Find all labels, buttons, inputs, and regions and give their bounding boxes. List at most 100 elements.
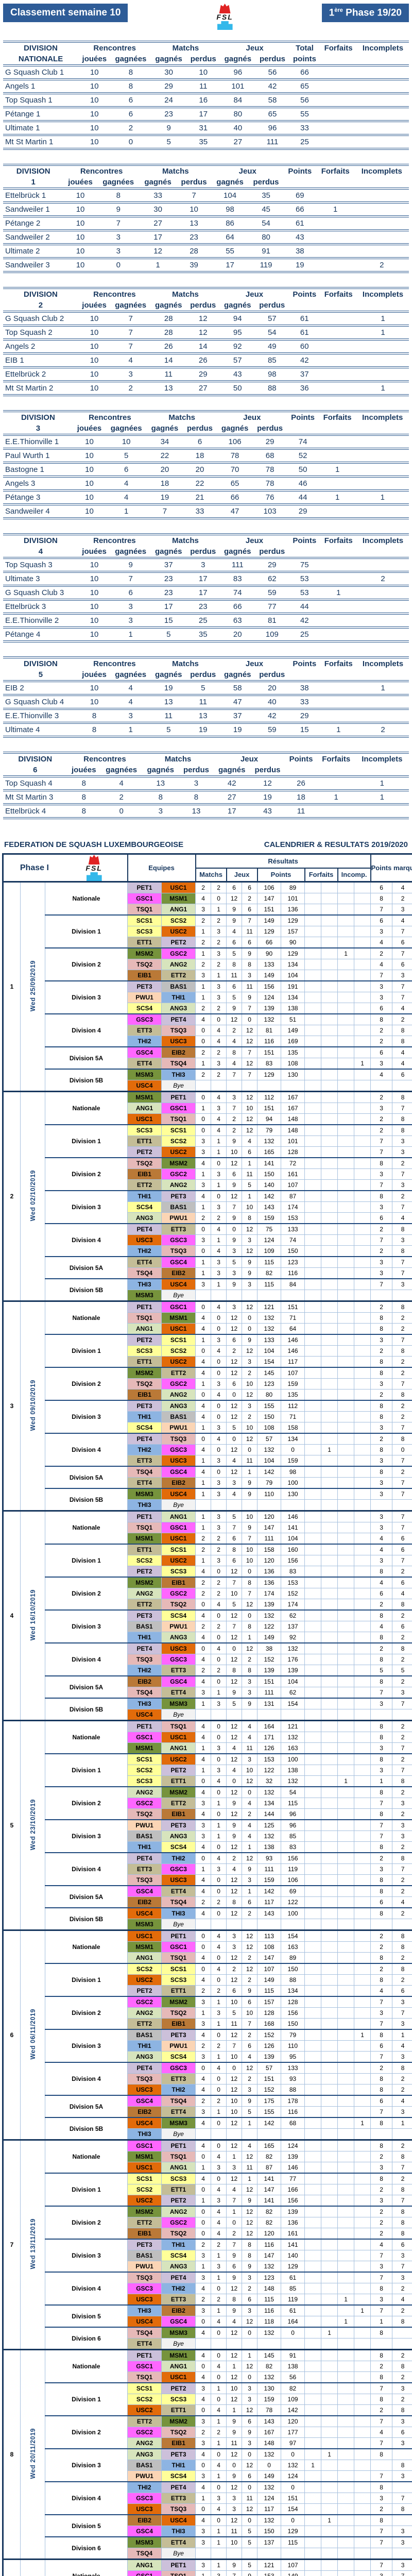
result-cell: 0 [195, 2404, 212, 2416]
result-cell: 0 [211, 1720, 227, 1732]
result-cell [321, 2415, 338, 2427]
result-cell: 9 [226, 1136, 243, 1147]
team-name-cell: Angels 1 [3, 78, 79, 93]
points-marques-cell: 4 [370, 1069, 393, 1080]
stat-cell: 23 [150, 585, 186, 600]
result-cell: 0 [226, 1433, 243, 1445]
points-marques-cell: 4 [370, 2239, 393, 2250]
points-marques-cell: 5 [370, 1665, 393, 1676]
col-points: Points [288, 167, 312, 176]
points-marques-cell: 7 [392, 1522, 412, 1533]
week-number: 1 [3, 881, 21, 1092]
result-cell: 2 [211, 2427, 227, 2438]
result-cell [304, 1885, 322, 1897]
result-cell [321, 1389, 338, 1401]
result-cell [304, 1345, 322, 1357]
team2-cell: SCS4 [161, 2470, 196, 2482]
col-jouees: jouées [82, 670, 107, 679]
result-cell: 2 [195, 1212, 212, 1224]
result-cell: 7 [242, 1046, 258, 1058]
stat-cell: 78 [217, 448, 253, 463]
result-cell [337, 1300, 355, 1313]
col-perdus: perdus [254, 766, 281, 774]
result-cell: 0 [195, 2228, 212, 2240]
result-cell: 4 [211, 1036, 227, 1047]
stat-cell: 43 [250, 803, 285, 818]
result-cell [321, 2526, 338, 2537]
result-cell: 149 [257, 1632, 282, 1643]
result-cell [337, 2371, 355, 2383]
stat-cell: 23 [176, 229, 212, 244]
result-cell: 6 [242, 2415, 258, 2427]
result-cell: 104 [281, 1533, 305, 1545]
result-cell [354, 2570, 371, 2576]
team1-cell: TSQ3 [127, 1654, 162, 1665]
result-cell [354, 2239, 371, 2250]
result-cell [337, 2448, 355, 2460]
points-marques-cell: 7 [370, 970, 393, 981]
result-cell: 79 [281, 2029, 305, 2041]
result-cell [321, 2007, 338, 2019]
result-cell: 0 [211, 1808, 227, 1820]
stat-cell: 19 [186, 722, 220, 737]
match-row: TSQ2 ANG2 2 2 8 8 133 134 4 6 [3, 959, 412, 970]
result-cell: 93 [281, 2073, 305, 2084]
team1-cell: ETT2 [127, 2018, 162, 2030]
result-cell: 2 [211, 1003, 227, 1014]
week-date: Wed 25/09/2019 [20, 881, 45, 1092]
result-cell [304, 1709, 322, 1721]
points-marques-cell: 8 [392, 1091, 412, 1103]
result-cell: 2 [242, 1907, 258, 1919]
division-label: DIVISION [24, 44, 58, 53]
result-cell: 151 [257, 904, 282, 916]
result-cell [304, 1609, 322, 1621]
stat-cell: 0 [97, 257, 140, 272]
stat-cell: 13 [176, 215, 212, 230]
team2-cell: PET4 [161, 2272, 196, 2283]
points-marques-cell: 8 [392, 1852, 412, 1864]
match-row: Division 5 THI3 EIB2 3 1 9 3 116 61 1 7 2 [3, 2304, 412, 2328]
points-marques-cell: 7 [370, 2558, 393, 2571]
team1-cell: PET3 [127, 1400, 162, 1412]
stat-cell: 4 [110, 694, 151, 709]
result-cell: 166 [281, 2184, 305, 2195]
stat-cell: 6 [182, 434, 217, 449]
result-cell [304, 1201, 322, 1213]
result-cell: 3 [226, 1245, 243, 1257]
result-cell: 8 [226, 959, 243, 970]
stat-cell: 34 [147, 434, 183, 449]
result-cell [354, 926, 371, 937]
result-cell: 142 [257, 1885, 282, 1897]
result-cell: 8 [242, 1212, 258, 1224]
points-marques-cell: 8 [370, 1885, 393, 1897]
stat-cell: 53 [289, 571, 320, 586]
points-marques-cell: 2 [392, 1675, 412, 1687]
result-cell: 12 [226, 1732, 243, 1743]
match-row: TSQ1 GSC1 1 3 7 9 147 141 3 7 [3, 1522, 412, 1533]
standings-row: Paul Wurth 1 10 5 22 18 78 68 52 [3, 448, 409, 463]
result-cell [242, 1080, 258, 1092]
result-cell [337, 1687, 355, 1699]
result-cell [321, 1190, 338, 1202]
result-cell: 3 [195, 1996, 212, 2008]
stat-cell: 52 [287, 448, 319, 463]
team-name-cell: Ettelbrück 1 [3, 188, 64, 202]
team1-cell: BAS1 [127, 1831, 162, 1842]
result-cell [304, 1080, 322, 1092]
result-cell [354, 1952, 371, 1964]
result-cell: 1 [321, 2448, 338, 2460]
result-cell: 1 [195, 1510, 212, 1522]
stat-cell: 10 [186, 64, 220, 79]
result-cell: 0 [195, 1775, 212, 1787]
result-cell [354, 1831, 371, 1842]
result-cell [321, 1345, 338, 1357]
result-cell: 82 [257, 2217, 282, 2228]
result-cell: 0 [242, 1566, 258, 1578]
standings-row: Mt St Martin 3 8 2 8 8 27 19 18 1 1 [3, 789, 409, 804]
result-cell: 62 [281, 1609, 305, 1621]
points-marques-cell: 7 [392, 1422, 412, 1434]
points-marques-cell: 7 [392, 2195, 412, 2207]
result-cell [304, 1124, 322, 1136]
team2-cell: PET1 [161, 2558, 196, 2571]
stat-cell: 64 [211, 229, 249, 244]
